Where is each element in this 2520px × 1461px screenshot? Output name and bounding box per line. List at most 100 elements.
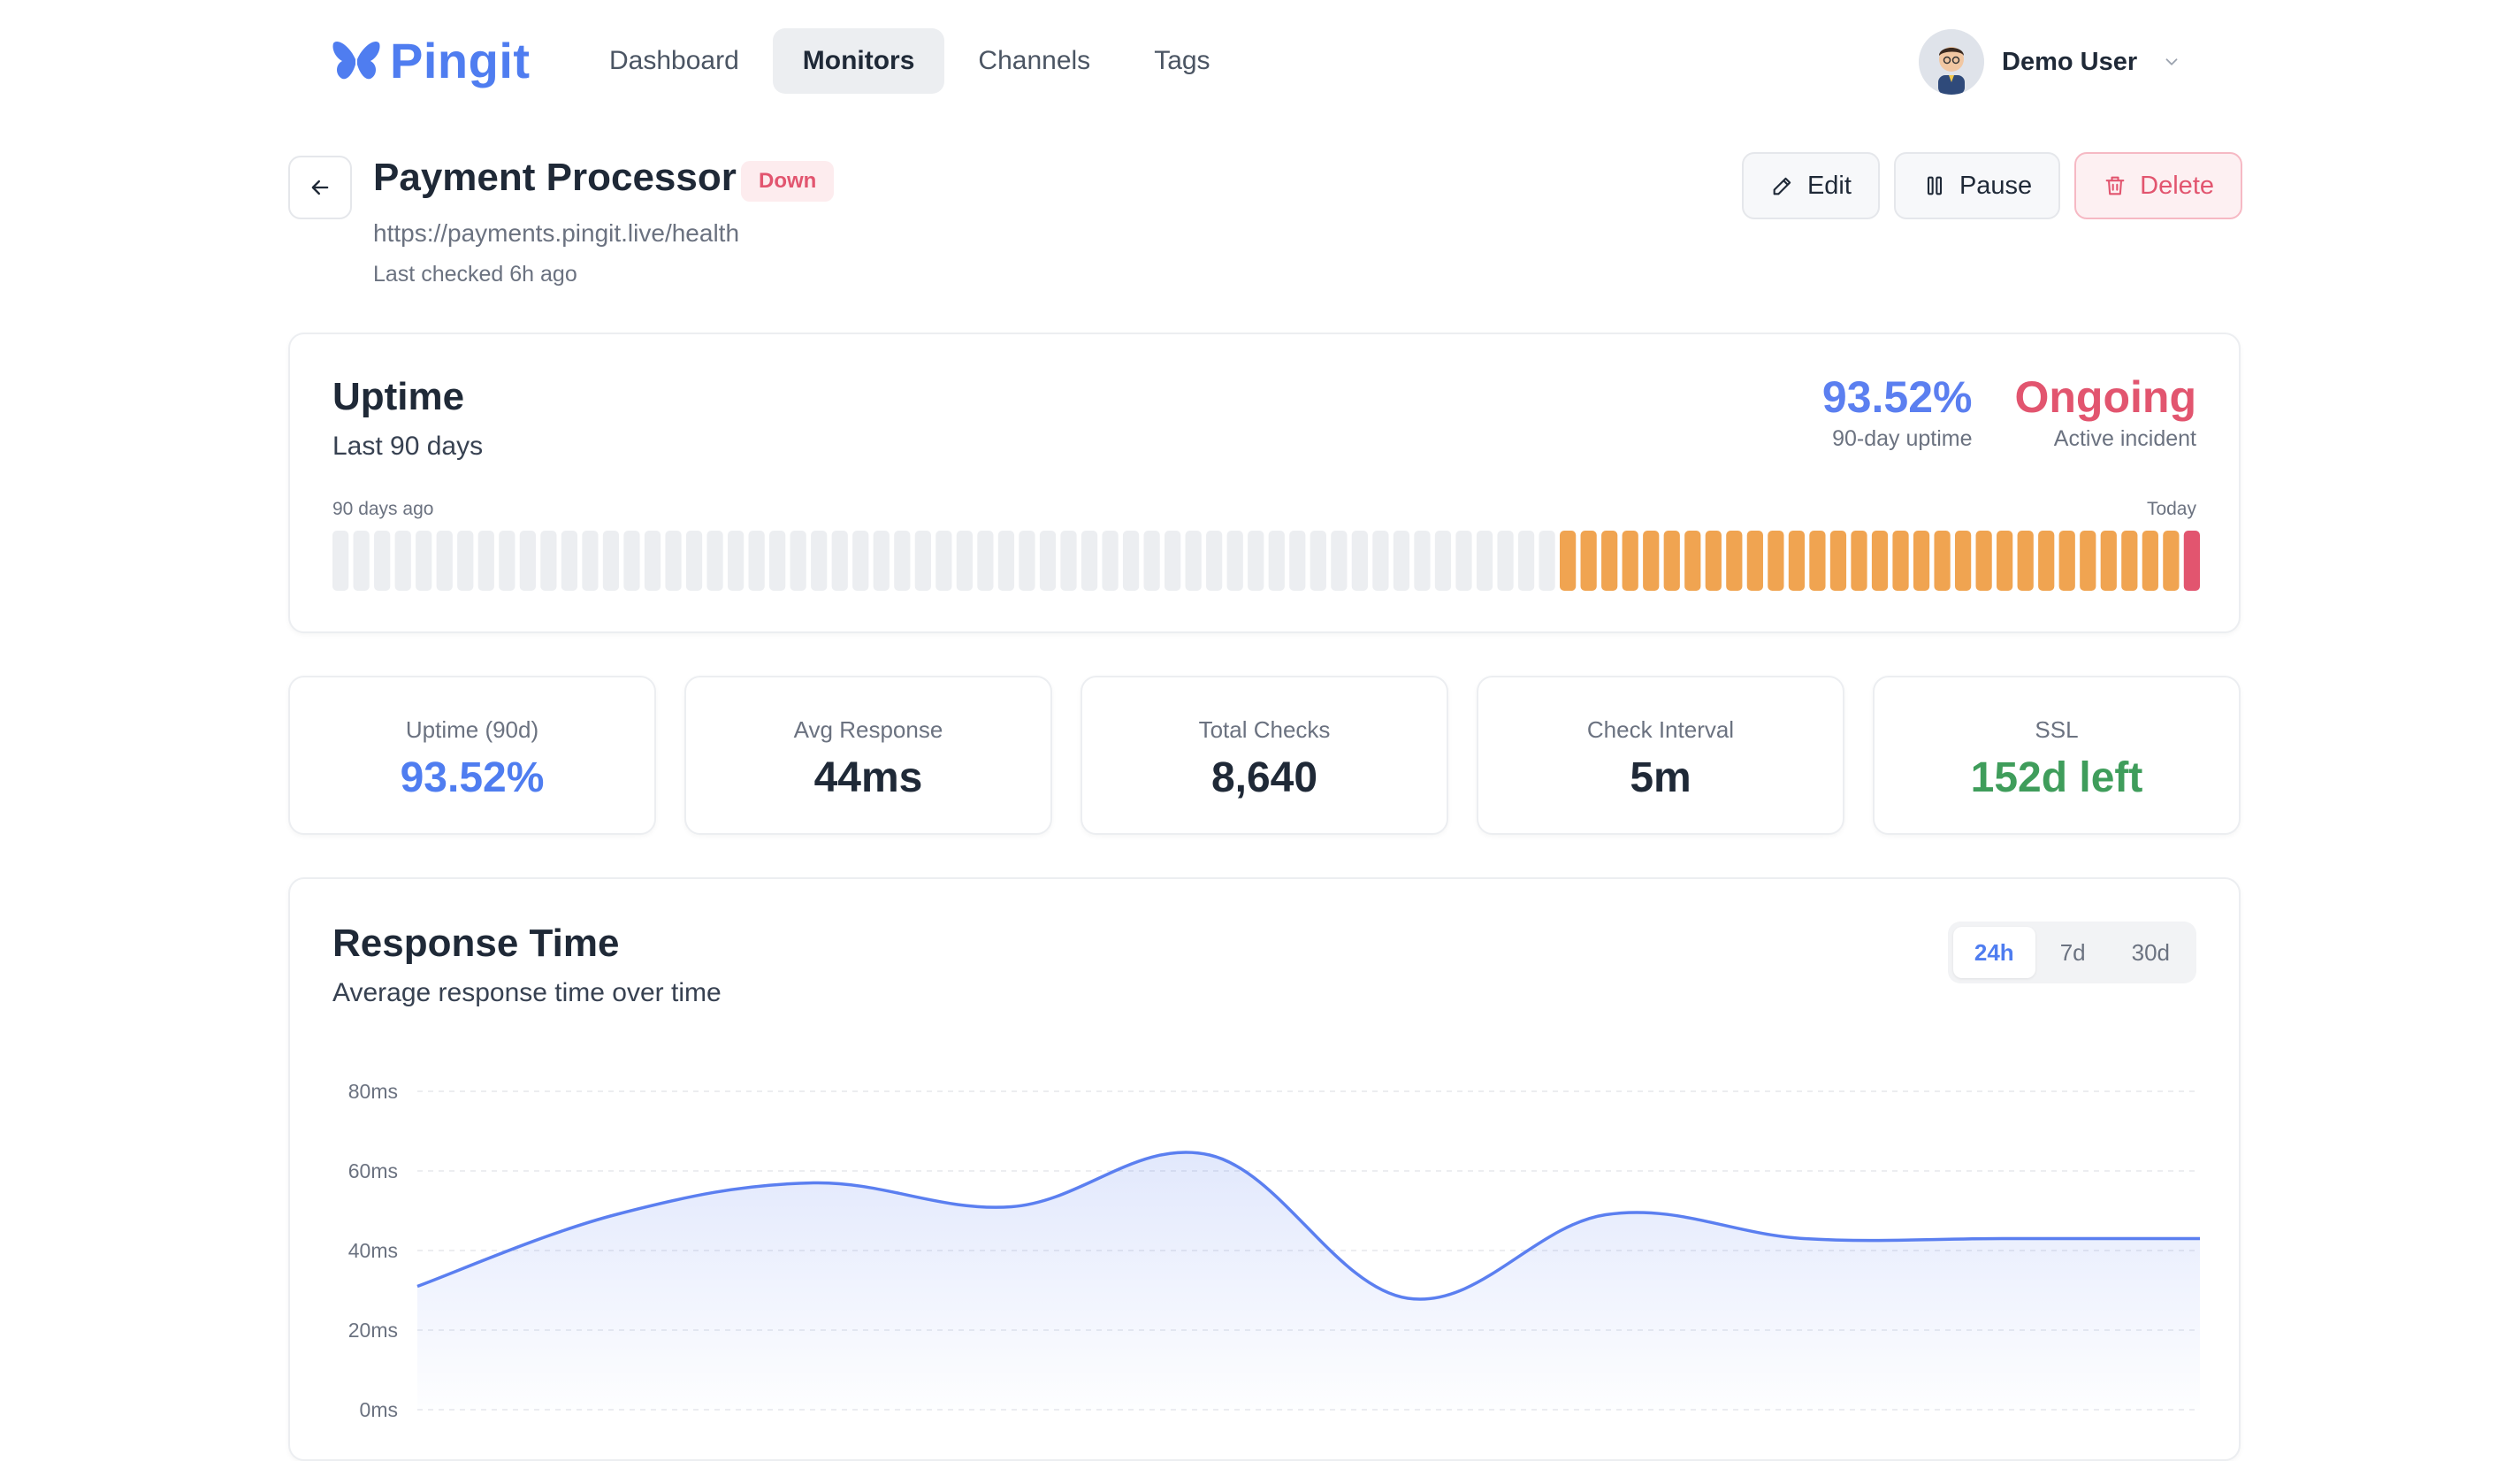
uptime-day-bar-no-data[interactable] bbox=[873, 531, 890, 591]
uptime-day-bar-no-data[interactable] bbox=[436, 531, 453, 591]
uptime-day-bar-down[interactable] bbox=[2183, 531, 2200, 591]
uptime-day-bar-degraded[interactable] bbox=[1829, 531, 1847, 591]
uptime-day-bar-no-data[interactable] bbox=[540, 531, 557, 591]
uptime-day-bar-degraded[interactable] bbox=[1580, 531, 1597, 591]
user-menu[interactable]: Demo User bbox=[1919, 28, 2181, 96]
uptime-day-bar-no-data[interactable] bbox=[477, 531, 494, 591]
uptime-day-bar-no-data[interactable] bbox=[457, 531, 474, 591]
uptime-day-bar-no-data[interactable] bbox=[727, 531, 745, 591]
edit-button[interactable]: Edit bbox=[1741, 152, 1880, 219]
uptime-day-bar-no-data[interactable] bbox=[748, 531, 765, 591]
uptime-day-bar-degraded[interactable] bbox=[2100, 531, 2117, 591]
uptime-day-bar-degraded[interactable] bbox=[2142, 531, 2158, 591]
uptime-day-bar-degraded[interactable] bbox=[1746, 531, 1763, 591]
uptime-day-bar-no-data[interactable] bbox=[1539, 531, 1555, 591]
uptime-day-bar-degraded[interactable] bbox=[1892, 531, 1909, 591]
uptime-day-bar-no-data[interactable] bbox=[1165, 531, 1181, 591]
nav-monitors[interactable]: Monitors bbox=[772, 28, 945, 94]
uptime-day-bar-no-data[interactable] bbox=[1206, 531, 1223, 591]
uptime-day-bar-no-data[interactable] bbox=[914, 531, 931, 591]
uptime-day-bar-no-data[interactable] bbox=[353, 531, 370, 591]
pause-button[interactable]: Pause bbox=[1893, 152, 2061, 219]
uptime-day-bar-no-data[interactable] bbox=[1102, 531, 1119, 591]
uptime-day-bar-no-data[interactable] bbox=[1351, 531, 1368, 591]
delete-button[interactable]: Delete bbox=[2074, 152, 2242, 219]
uptime-day-bar-degraded[interactable] bbox=[1622, 531, 1638, 591]
uptime-day-bar-no-data[interactable] bbox=[1497, 531, 1514, 591]
uptime-day-bar-no-data[interactable] bbox=[1081, 531, 1098, 591]
uptime-day-bar-no-data[interactable] bbox=[1019, 531, 1035, 591]
uptime-day-bar-degraded[interactable] bbox=[2017, 531, 2034, 591]
range-7d-button[interactable]: 7d bbox=[2059, 939, 2086, 966]
uptime-day-bar-degraded[interactable] bbox=[1997, 531, 2013, 591]
uptime-day-bar-no-data[interactable] bbox=[1414, 531, 1431, 591]
brand-logo[interactable]: Pingit bbox=[330, 32, 531, 89]
uptime-day-bar-degraded[interactable] bbox=[1788, 531, 1806, 591]
uptime-day-bar-no-data[interactable] bbox=[1455, 531, 1472, 591]
uptime-day-bar-no-data[interactable] bbox=[602, 531, 620, 591]
uptime-day-bar-no-data[interactable] bbox=[1331, 531, 1348, 591]
uptime-day-bar-no-data[interactable] bbox=[811, 531, 828, 591]
uptime-day-bar-no-data[interactable] bbox=[769, 531, 786, 591]
uptime-day-bar-no-data[interactable] bbox=[1060, 531, 1077, 591]
nav-tags[interactable]: Tags bbox=[1154, 46, 1210, 75]
uptime-day-bar-degraded[interactable] bbox=[1954, 531, 1972, 591]
uptime-day-bar-no-data[interactable] bbox=[1434, 531, 1452, 591]
uptime-day-bar-no-data[interactable] bbox=[1039, 531, 1057, 591]
uptime-day-bar-degraded[interactable] bbox=[1726, 531, 1743, 591]
uptime-day-bar-no-data[interactable] bbox=[1226, 531, 1243, 591]
uptime-day-bar-degraded[interactable] bbox=[2163, 531, 2180, 591]
uptime-day-bar-no-data[interactable] bbox=[665, 531, 682, 591]
uptime-day-bar-degraded[interactable] bbox=[2058, 531, 2075, 591]
uptime-day-bar-no-data[interactable] bbox=[1517, 531, 1535, 591]
uptime-day-bar-no-data[interactable] bbox=[977, 531, 994, 591]
uptime-day-bar-no-data[interactable] bbox=[416, 531, 432, 591]
uptime-day-bar-no-data[interactable] bbox=[1310, 531, 1326, 591]
uptime-day-bar-no-data[interactable] bbox=[1185, 531, 1202, 591]
uptime-day-bar-degraded[interactable] bbox=[1975, 531, 1992, 591]
uptime-day-bar-no-data[interactable] bbox=[1476, 531, 1493, 591]
uptime-day-bar-degraded[interactable] bbox=[1913, 531, 1930, 591]
uptime-day-bar-no-data[interactable] bbox=[706, 531, 723, 591]
nav-channels[interactable]: Channels bbox=[978, 46, 1091, 75]
range-30d-button[interactable]: 30d bbox=[2131, 939, 2170, 966]
uptime-day-bar-no-data[interactable] bbox=[1372, 531, 1389, 591]
uptime-day-bar-degraded[interactable] bbox=[1809, 531, 1826, 591]
uptime-day-bar-degraded[interactable] bbox=[1851, 531, 1867, 591]
uptime-day-bar-no-data[interactable] bbox=[956, 531, 973, 591]
uptime-day-bar-no-data[interactable] bbox=[831, 531, 848, 591]
uptime-day-bar-no-data[interactable] bbox=[997, 531, 1015, 591]
back-button[interactable] bbox=[288, 156, 352, 219]
uptime-day-bar-no-data[interactable] bbox=[519, 531, 536, 591]
uptime-day-bar-no-data[interactable] bbox=[374, 531, 391, 591]
uptime-day-bar-degraded[interactable] bbox=[1705, 531, 1722, 591]
uptime-day-bar-degraded[interactable] bbox=[1601, 531, 1618, 591]
uptime-day-bar-no-data[interactable] bbox=[644, 531, 661, 591]
uptime-day-bar-no-data[interactable] bbox=[332, 531, 349, 591]
uptime-day-bar-no-data[interactable] bbox=[1393, 531, 1410, 591]
uptime-day-bar-no-data[interactable] bbox=[894, 531, 911, 591]
uptime-day-bar-no-data[interactable] bbox=[935, 531, 952, 591]
uptime-day-bar-degraded[interactable] bbox=[2080, 531, 2096, 591]
uptime-day-bar-no-data[interactable] bbox=[790, 531, 806, 591]
range-24h-button[interactable]: 24h bbox=[1952, 927, 2035, 978]
uptime-day-bar-degraded[interactable] bbox=[1643, 531, 1660, 591]
uptime-day-bar-no-data[interactable] bbox=[561, 531, 578, 591]
uptime-day-bar-degraded[interactable] bbox=[1934, 531, 1951, 591]
uptime-day-bar-no-data[interactable] bbox=[1248, 531, 1264, 591]
uptime-day-bar-degraded[interactable] bbox=[2121, 531, 2138, 591]
uptime-day-bar-degraded[interactable] bbox=[2038, 531, 2055, 591]
uptime-day-bar-no-data[interactable] bbox=[582, 531, 599, 591]
uptime-day-bar-no-data[interactable] bbox=[1122, 531, 1140, 591]
uptime-day-bar-no-data[interactable] bbox=[1289, 531, 1306, 591]
uptime-day-bar-no-data[interactable] bbox=[499, 531, 515, 591]
uptime-day-bar-degraded[interactable] bbox=[1684, 531, 1701, 591]
uptime-day-bar-degraded[interactable] bbox=[1768, 531, 1784, 591]
uptime-day-bar-no-data[interactable] bbox=[852, 531, 869, 591]
uptime-day-bar-degraded[interactable] bbox=[1663, 531, 1680, 591]
uptime-day-bar-no-data[interactable] bbox=[623, 531, 640, 591]
uptime-day-bar-no-data[interactable] bbox=[685, 531, 703, 591]
uptime-day-bar-no-data[interactable] bbox=[1143, 531, 1160, 591]
uptime-day-bar-no-data[interactable] bbox=[1268, 531, 1285, 591]
uptime-day-bar-no-data[interactable] bbox=[394, 531, 411, 591]
